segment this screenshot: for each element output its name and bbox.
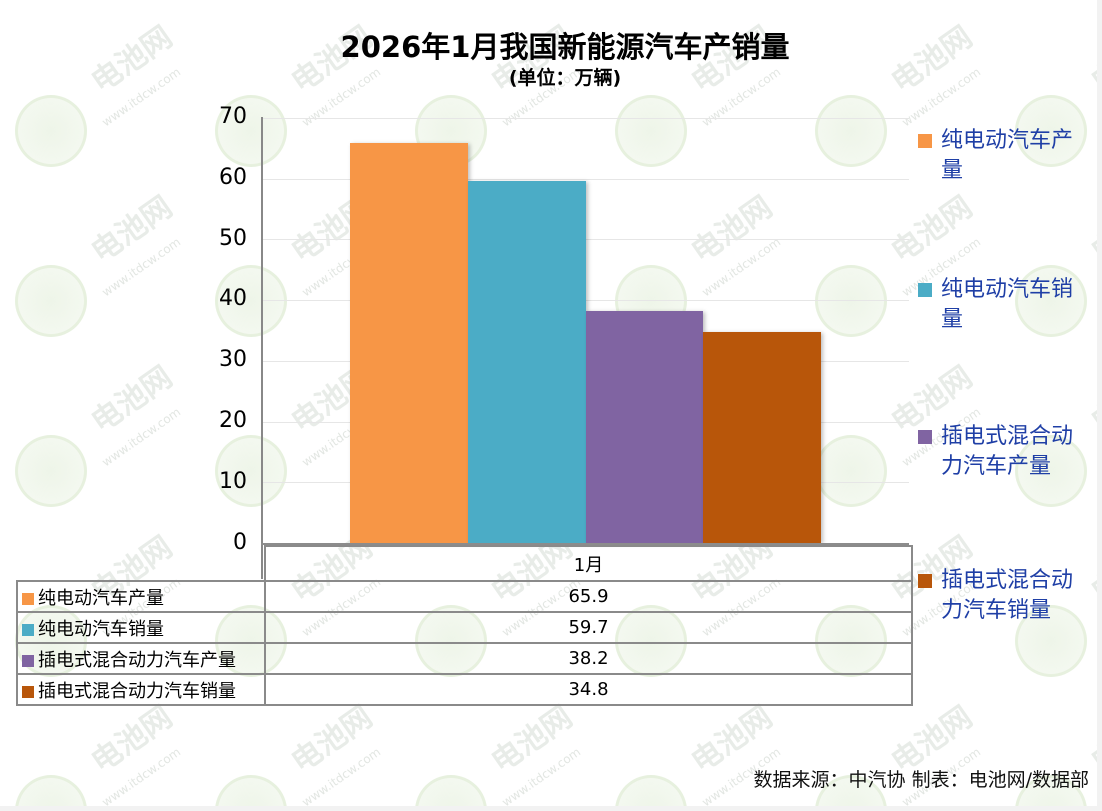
legend-label-line1: 纯电动汽车产	[941, 128, 1074, 153]
table-header-row: 1月	[17, 545, 913, 582]
watermark-url: www.itdcw.com	[99, 404, 184, 470]
plot-area	[262, 118, 909, 543]
table-corner	[17, 546, 266, 581]
table-header-category: 1月	[264, 545, 913, 582]
watermark-logo-icon	[15, 265, 87, 337]
bar-phev-sales[interactable]	[703, 331, 821, 543]
legend-swatch-icon	[918, 430, 932, 444]
legend-swatch-icon	[22, 654, 34, 667]
table-cell-value: 65.9	[264, 580, 913, 613]
legend-label-line2: 力汽车销量	[941, 598, 1052, 623]
legend-swatch-icon	[22, 685, 34, 698]
legend-label-line1: 纯电动汽车销	[941, 277, 1074, 302]
row-label-text: 插电式混合动力汽车销量	[38, 680, 236, 702]
legend-item-bev-production[interactable]: 纯电动汽车产 量	[918, 126, 1093, 186]
watermark-text: 电池网	[1085, 189, 1097, 271]
bar-phev-production[interactable]	[586, 311, 703, 543]
watermark-url: www.itdcw.com	[99, 744, 184, 806]
watermark-url: www.itdcw.com	[299, 744, 384, 806]
watermark-text: 电池网	[285, 699, 379, 781]
watermark-logo-icon	[615, 775, 687, 806]
legend-swatch-icon	[22, 623, 34, 636]
table-cell-value: 34.8	[264, 673, 913, 706]
watermark-url: www.itdcw.com	[99, 234, 184, 300]
legend-item-phev-sales[interactable]: 插电式混合动 力汽车销量	[918, 566, 1093, 626]
legend-label-line1: 插电式混合动	[941, 424, 1074, 449]
y-tick-10: 10	[219, 469, 247, 494]
y-axis-line	[261, 117, 263, 579]
bar-bev-production[interactable]	[350, 142, 468, 543]
data-table: 1月 纯电动汽车产量 65.9 纯电动汽车销量 59.7 插电式混合动力汽车产量…	[16, 545, 913, 706]
table-row-label: 插电式混合动力汽车产量	[16, 642, 266, 675]
legend-label-line1: 插电式混合动	[941, 568, 1074, 593]
watermark-logo-icon	[215, 775, 287, 806]
watermark-text: 电池网	[85, 699, 179, 781]
watermark-logo-icon	[15, 95, 87, 167]
y-tick-40: 40	[219, 286, 247, 311]
legend-item-phev-production[interactable]: 插电式混合动 力汽车产量	[918, 422, 1093, 482]
y-tick-50: 50	[219, 226, 247, 251]
row-label-text: 插电式混合动力汽车产量	[38, 649, 236, 671]
y-tick-20: 20	[219, 408, 247, 433]
table-row-label: 插电式混合动力汽车销量	[16, 673, 266, 706]
legend-label-line2: 量	[941, 307, 964, 332]
table-cell-value: 38.2	[264, 642, 913, 675]
legend-swatch-icon	[918, 134, 932, 148]
legend-swatch-icon	[918, 574, 932, 588]
table-cell-value: 59.7	[264, 611, 913, 644]
watermark-logo-icon	[415, 775, 487, 806]
table-row: 插电式混合动力汽车销量 34.8	[16, 673, 913, 706]
watermark-logo-icon	[15, 775, 87, 806]
legend-item-bev-sales[interactable]: 纯电动汽车销 量	[918, 275, 1093, 335]
watermark-text: 电池网	[85, 359, 179, 441]
watermark-text: 电池网	[85, 189, 179, 271]
legend-swatch-icon	[22, 592, 34, 605]
y-tick-60: 60	[219, 165, 247, 190]
row-label-text: 纯电动汽车产量	[38, 587, 164, 609]
table-row: 纯电动汽车销量 59.7	[16, 611, 913, 644]
gridline	[262, 118, 909, 119]
legend-label-line2: 量	[941, 158, 964, 183]
table-row-label: 纯电动汽车销量	[16, 611, 266, 644]
chart-title: 2026年1月我国新能源汽车产销量	[340, 30, 790, 64]
row-label-text: 纯电动汽车销量	[38, 618, 164, 640]
table-row: 插电式混合动力汽车产量 38.2	[16, 642, 913, 675]
bar-bev-sales[interactable]	[468, 180, 586, 543]
legend-label-line2: 力汽车产量	[941, 454, 1052, 479]
source-footer: 数据来源：中汽协 制表：电池网/数据部	[753, 769, 1089, 791]
table-row-label: 纯电动汽车产量	[16, 580, 266, 613]
chart-subtitle: (单位：万辆)	[508, 67, 622, 89]
y-tick-70: 70	[219, 104, 247, 129]
table-row: 纯电动汽车产量 65.9	[16, 580, 913, 613]
gridline	[262, 179, 909, 180]
y-tick-30: 30	[219, 347, 247, 372]
x-axis-line	[261, 543, 909, 545]
legend-swatch-icon	[918, 283, 932, 297]
watermark-logo-icon	[15, 435, 87, 507]
watermark-url: www.itdcw.com	[499, 744, 584, 806]
watermark-text: 电池网	[485, 699, 579, 781]
